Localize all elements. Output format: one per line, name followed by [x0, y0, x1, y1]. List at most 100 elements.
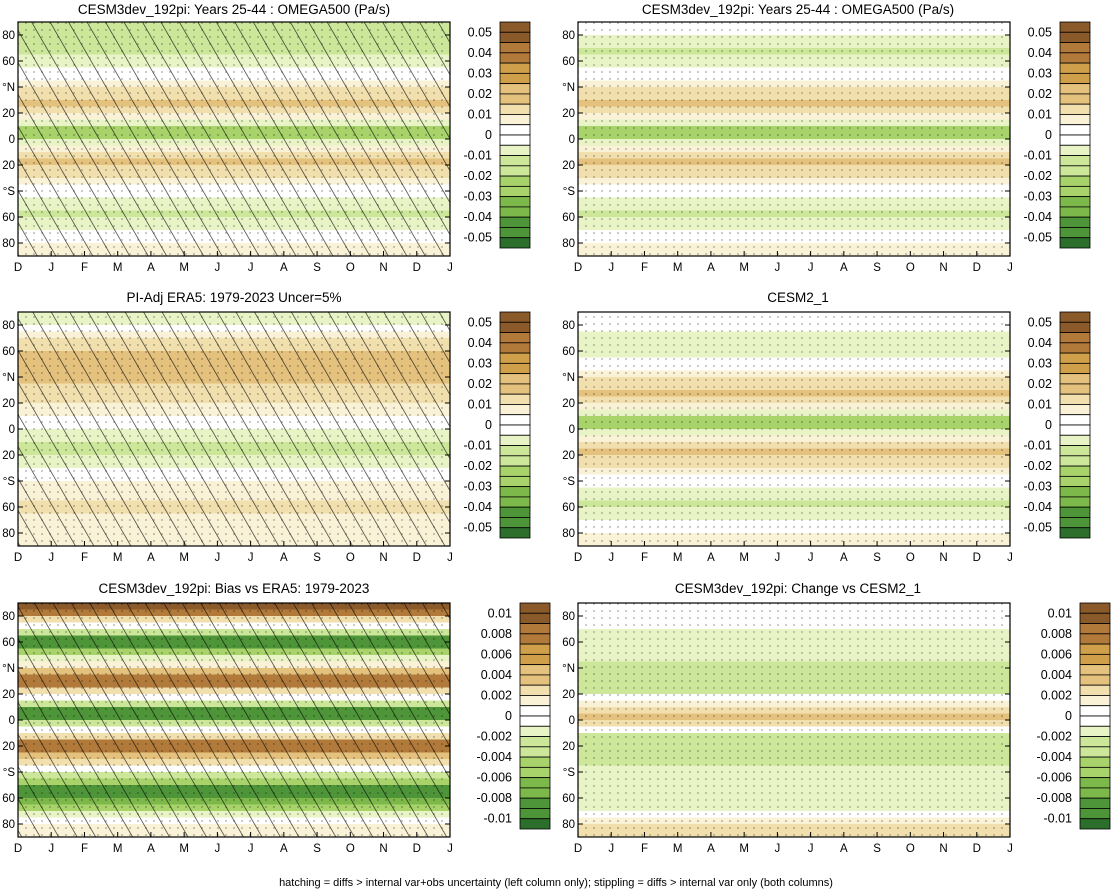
colorbar-label: 0.01: [468, 108, 492, 122]
colorbar-swatch: [519, 602, 551, 614]
colorbar-swatch: [499, 404, 531, 416]
x-tick-label: J: [447, 552, 453, 564]
colorbar-swatch: [1059, 83, 1091, 95]
colorbar-label: 0.03: [1028, 356, 1052, 370]
colorbar-label: 0: [1045, 418, 1052, 432]
colorbar-swatch: [499, 103, 531, 115]
colorbar-swatch: [519, 684, 551, 696]
y-tick-label: 60: [2, 637, 15, 649]
panel-4: CESM2_1 D J F M A M J J A S O N D J8060°N20020°S6080 …: [562, 290, 1091, 564]
colorbar-swatch: [499, 362, 531, 375]
colorbar-label: 0.05: [468, 315, 492, 329]
colorbar-label: 0.01: [488, 606, 512, 620]
x-tick-label: S: [313, 843, 321, 855]
y-tick-label: °S: [3, 476, 16, 488]
colorbar-label: 0.002: [1041, 689, 1072, 703]
colorbar-swatch: [499, 237, 531, 249]
y-tick-label: 80: [562, 528, 575, 540]
x-tick-label: F: [641, 262, 648, 274]
y-tick-label: 80: [2, 611, 15, 623]
x-tick-label: A: [707, 552, 715, 564]
panel-2-colorbar: 0.05 0.04 0.03 0.02 0.01 0 -0.01 -0.02 -0.03 -0.0…: [1024, 21, 1091, 249]
y-tick-label: 0: [569, 134, 575, 146]
colorbar-label: 0.006: [481, 647, 512, 661]
colorbar-swatch: [499, 144, 531, 156]
colorbar-swatch: [1059, 134, 1091, 146]
colorbar-swatch: [1079, 653, 1111, 666]
x-tick-label: F: [641, 552, 648, 564]
colorbar-label: -0.01: [464, 149, 493, 163]
panel-3-axes: D J F M A M J J A S O N D J 80 60 °N 20 0 20 °S 60 80: [2, 320, 453, 564]
colorbar-swatch: [519, 766, 551, 779]
colorbar-label: -0.006: [477, 771, 512, 785]
y-tick-label: °S: [3, 767, 16, 779]
x-tick-label: M: [673, 552, 683, 564]
colorbar-label: -0.05: [1024, 521, 1053, 535]
colorbar-swatch: [1079, 787, 1111, 799]
y-tick-label: 80: [562, 819, 575, 831]
x-tick-label: D: [14, 552, 22, 564]
y-tick-label: 80: [562, 238, 575, 250]
x-tick-label: M: [739, 262, 749, 274]
colorbar-swatch: [1059, 496, 1091, 508]
colorbar-swatch: [1059, 475, 1091, 488]
x-tick-label: J: [48, 262, 54, 274]
x-tick-label: D: [413, 843, 421, 855]
colorbar-swatch: [1079, 756, 1111, 768]
colorbar-swatch: [1079, 818, 1111, 830]
colorbar-swatch: [1079, 705, 1111, 717]
colorbar-label: -0.04: [1024, 500, 1053, 514]
colorbar-swatch: [1059, 455, 1091, 467]
x-tick-label: S: [313, 262, 321, 274]
x-tick-label: M: [179, 552, 189, 564]
colorbar-label: 0: [505, 709, 512, 723]
colorbar-swatch: [499, 321, 531, 333]
colorbar-swatch: [1059, 373, 1091, 385]
colorbar-swatch: [499, 93, 531, 105]
y-tick-label: 0: [9, 134, 15, 146]
colorbar-label: 0.008: [1041, 627, 1072, 641]
x-tick-label: N: [379, 552, 387, 564]
colorbar-swatch: [1059, 62, 1091, 74]
x-tick-label: A: [840, 262, 848, 274]
x-tick-label: J: [775, 552, 781, 564]
x-tick-label: D: [973, 843, 981, 855]
colorbar-swatch: [499, 465, 531, 477]
y-tick-label: °N: [2, 372, 15, 384]
panel-3-colorbar: 0.05 0.04 0.03 0.02 0.01 0 -0.01 -0.02 -0.03 -0.0…: [464, 311, 531, 539]
colorbar-swatch: [519, 746, 551, 758]
x-tick-label: N: [379, 843, 387, 855]
y-tick-label: 60: [2, 346, 15, 358]
colorbar-swatch: [1079, 777, 1111, 789]
panel-5: CESM3dev_192pi: Bias vs ERA5: 1979-2023 …: [2, 581, 551, 855]
panel-1-hatching: [18, 22, 450, 256]
colorbar-swatch: [499, 196, 531, 208]
colorbar-label: 0.05: [1028, 315, 1052, 329]
colorbar-swatch: [499, 206, 531, 218]
x-tick-label: N: [939, 262, 947, 274]
x-tick-label: D: [14, 262, 22, 274]
x-tick-label: A: [707, 262, 715, 274]
colorbar-swatch: [1059, 445, 1091, 457]
y-tick-label: 20: [2, 741, 15, 753]
x-tick-label: F: [641, 843, 648, 855]
colorbar-swatch: [499, 445, 531, 457]
colorbar-label: -0.03: [1024, 480, 1053, 494]
panel-5-colorbar: 0.01 0.008 0.006 0.004 0.002 0 -0.002 -0.004 -0.…: [477, 602, 551, 830]
colorbar-swatch: [499, 227, 531, 239]
colorbar-swatch: [1079, 602, 1111, 614]
colorbar-swatch: [1059, 321, 1091, 333]
y-tick-label: 60: [2, 502, 15, 514]
x-tick-label: J: [215, 843, 221, 855]
x-tick-label: D: [973, 552, 981, 564]
colorbar-swatch: [1059, 227, 1091, 239]
y-tick-label: °S: [563, 476, 576, 488]
y-tick-label: 0: [9, 424, 15, 436]
colorbar-label: -0.05: [1024, 231, 1053, 245]
colorbar-swatch: [1059, 144, 1091, 156]
x-tick-label: J: [1007, 552, 1013, 564]
panel-1-axes: D J F M A M J J A S O N D J 80 60 °N 20 0 20 °S 60 80: [2, 30, 453, 274]
colorbar-swatch: [1059, 165, 1091, 177]
y-tick-label: 20: [562, 398, 575, 410]
colorbar-label: -0.04: [1024, 210, 1053, 224]
